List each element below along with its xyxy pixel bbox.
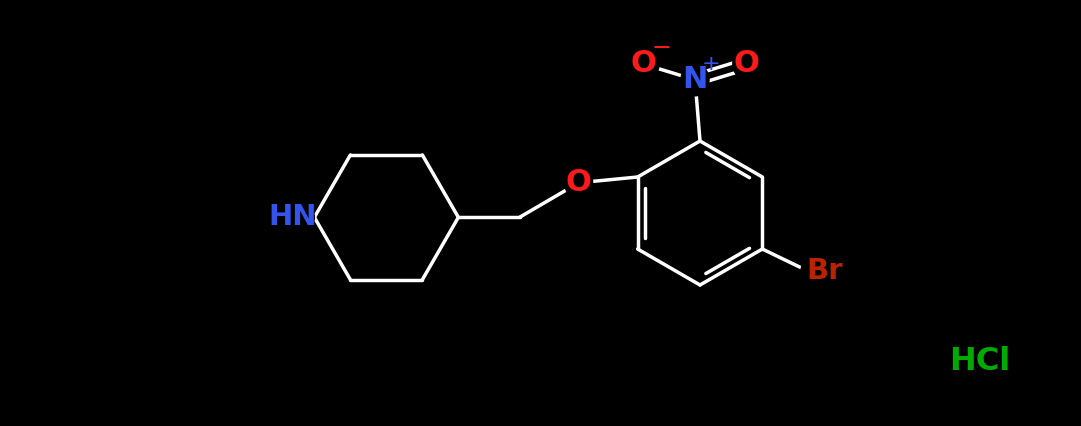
Ellipse shape <box>270 201 315 233</box>
Text: HCl: HCl <box>949 345 1011 377</box>
Text: N: N <box>682 65 708 94</box>
Text: HN: HN <box>268 203 317 231</box>
Ellipse shape <box>681 64 709 96</box>
Ellipse shape <box>733 48 761 80</box>
Ellipse shape <box>564 167 592 199</box>
Text: −: − <box>651 36 671 60</box>
Ellipse shape <box>801 255 849 287</box>
Text: O: O <box>565 168 591 197</box>
Text: O: O <box>734 49 760 78</box>
Ellipse shape <box>627 48 659 80</box>
Text: Br: Br <box>806 256 843 285</box>
Text: +: + <box>702 54 720 74</box>
Text: O: O <box>630 49 656 78</box>
